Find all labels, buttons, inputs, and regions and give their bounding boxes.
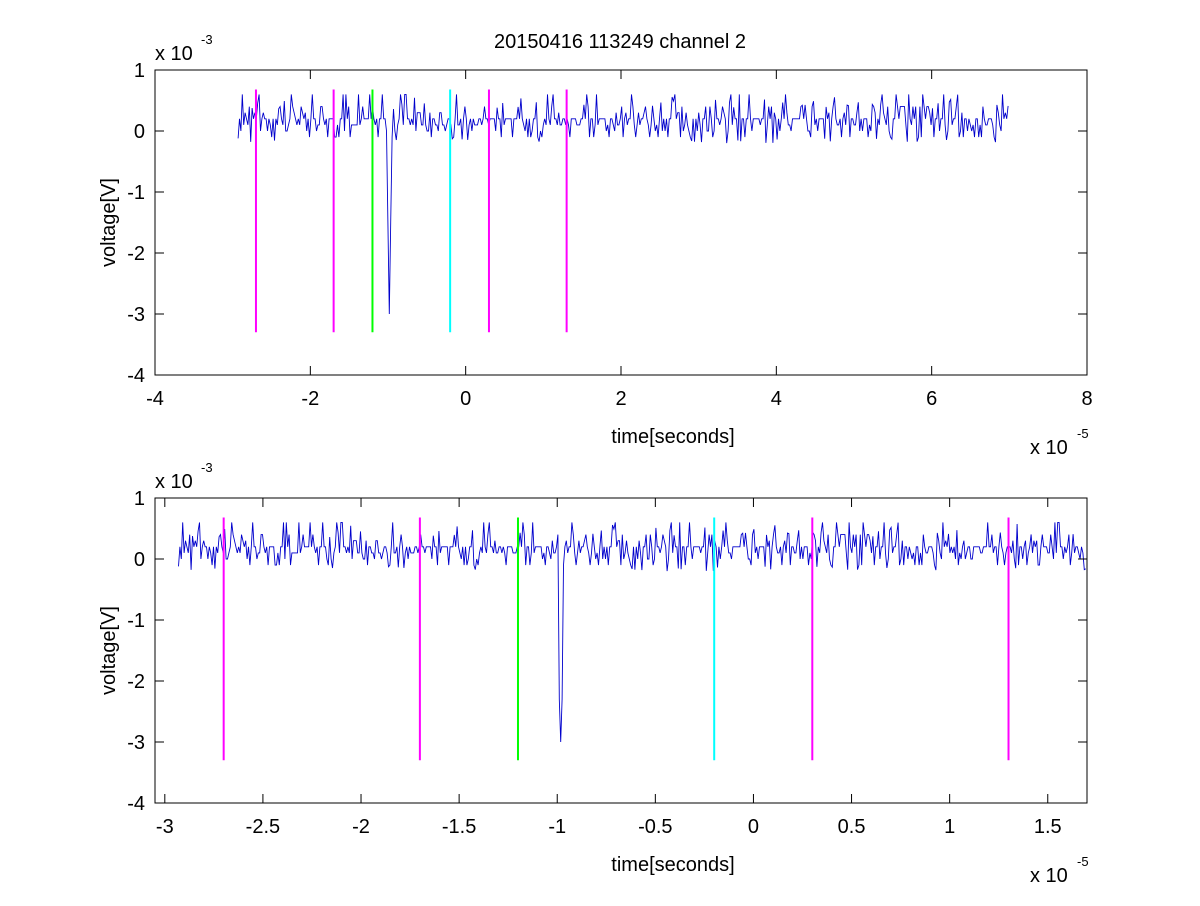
- bottom-x-tick-label: 1.5: [1034, 816, 1062, 838]
- bottom-y-tick-label: 0: [134, 549, 145, 571]
- bottom-x-tick-label: -2.5: [246, 816, 280, 838]
- bottom-y-tick-label: -4: [127, 793, 145, 815]
- top-plot-lines: [237, 89, 1009, 333]
- top-y-axis-label: voltage[V]: [98, 178, 120, 267]
- top-y-tick-label: -2: [127, 243, 145, 265]
- bottom-y-tick-label: -2: [127, 671, 145, 693]
- bottom-x-tick-label: -3: [156, 816, 174, 838]
- top-x-tick-label: 6: [926, 388, 937, 410]
- top-x-exponent-base: x 10: [1030, 437, 1068, 459]
- top-x-tick-label: -2: [301, 388, 319, 410]
- bottom-x-axis-label: time[seconds]: [611, 854, 734, 876]
- bottom-x-tick-label: -0.5: [638, 816, 672, 838]
- bottom-x-tick-label: 0.5: [838, 816, 866, 838]
- top-x-exponent: x 10 -5: [1030, 426, 1089, 459]
- top-x-tick-label: 8: [1081, 388, 1092, 410]
- bottom-x-tick-label: -1: [548, 816, 566, 838]
- figure-title: 20150416 113249 channel 2: [494, 31, 746, 53]
- bottom-axis-ticks: -3 -2.5 -2 -1.5 -1 -0.5 0 0.5 1 1.5 -4 -3 -2 -1 0 1: [127, 488, 1087, 838]
- top-x-tick-label: 4: [771, 388, 782, 410]
- bottom-y-exponent: x 10 -3: [155, 460, 213, 493]
- bottom-signal-trace: [178, 521, 1086, 743]
- bottom-x-tick-label: 1: [944, 816, 955, 838]
- top-y-tick-label: -1: [127, 182, 145, 204]
- bottom-subplot: -3 -2.5 -2 -1.5 -1 -0.5 0 0.5 1 1.5 -4 -3 -2 -1 0 1 vol…: [98, 460, 1089, 887]
- bottom-y-tick-label: -3: [127, 732, 145, 754]
- top-y-exponent: x 10 -3: [155, 32, 213, 65]
- top-axis-ticks: -4 -2 0 2 4 6 8 -4 -3 -2 -1 0 1: [127, 60, 1092, 410]
- bottom-axes-frame: [154, 497, 1088, 804]
- top-signal-trace: [237, 93, 1009, 315]
- top-x-tick-label: -4: [146, 388, 164, 410]
- bottom-y-exponent-power: -3: [201, 460, 213, 475]
- bottom-y-tick-label: -1: [127, 610, 145, 632]
- bottom-x-exponent-power: -5: [1077, 854, 1089, 869]
- top-y-exponent-power: -3: [201, 32, 213, 47]
- bottom-x-exponent-base: x 10: [1030, 865, 1068, 887]
- bottom-y-exponent-base: x 10: [155, 471, 193, 493]
- top-y-tick-label: 0: [134, 121, 145, 143]
- top-y-tick-label: -3: [127, 304, 145, 326]
- top-y-tick-label: -4: [127, 365, 145, 387]
- top-subplot: -4 -2 0 2 4 6 8 -4 -3 -2 -1 0 1 voltage[V] time[seco…: [98, 32, 1093, 459]
- top-x-tick-label: 2: [615, 388, 626, 410]
- top-x-exponent-power: -5: [1077, 426, 1089, 441]
- top-y-tick-label: 1: [134, 60, 145, 82]
- bottom-x-tick-label: -2: [352, 816, 370, 838]
- bottom-y-axis-label: voltage[V]: [98, 606, 120, 695]
- top-y-exponent-base: x 10: [155, 43, 193, 65]
- bottom-x-tick-label: 0: [748, 816, 759, 838]
- bottom-y-tick-label: 1: [134, 488, 145, 510]
- top-x-tick-label: 0: [460, 388, 471, 410]
- bottom-x-tick-label: -1.5: [442, 816, 476, 838]
- top-x-axis-label: time[seconds]: [611, 426, 734, 448]
- bottom-x-exponent: x 10 -5: [1030, 854, 1089, 887]
- bottom-plot-lines: [178, 517, 1086, 761]
